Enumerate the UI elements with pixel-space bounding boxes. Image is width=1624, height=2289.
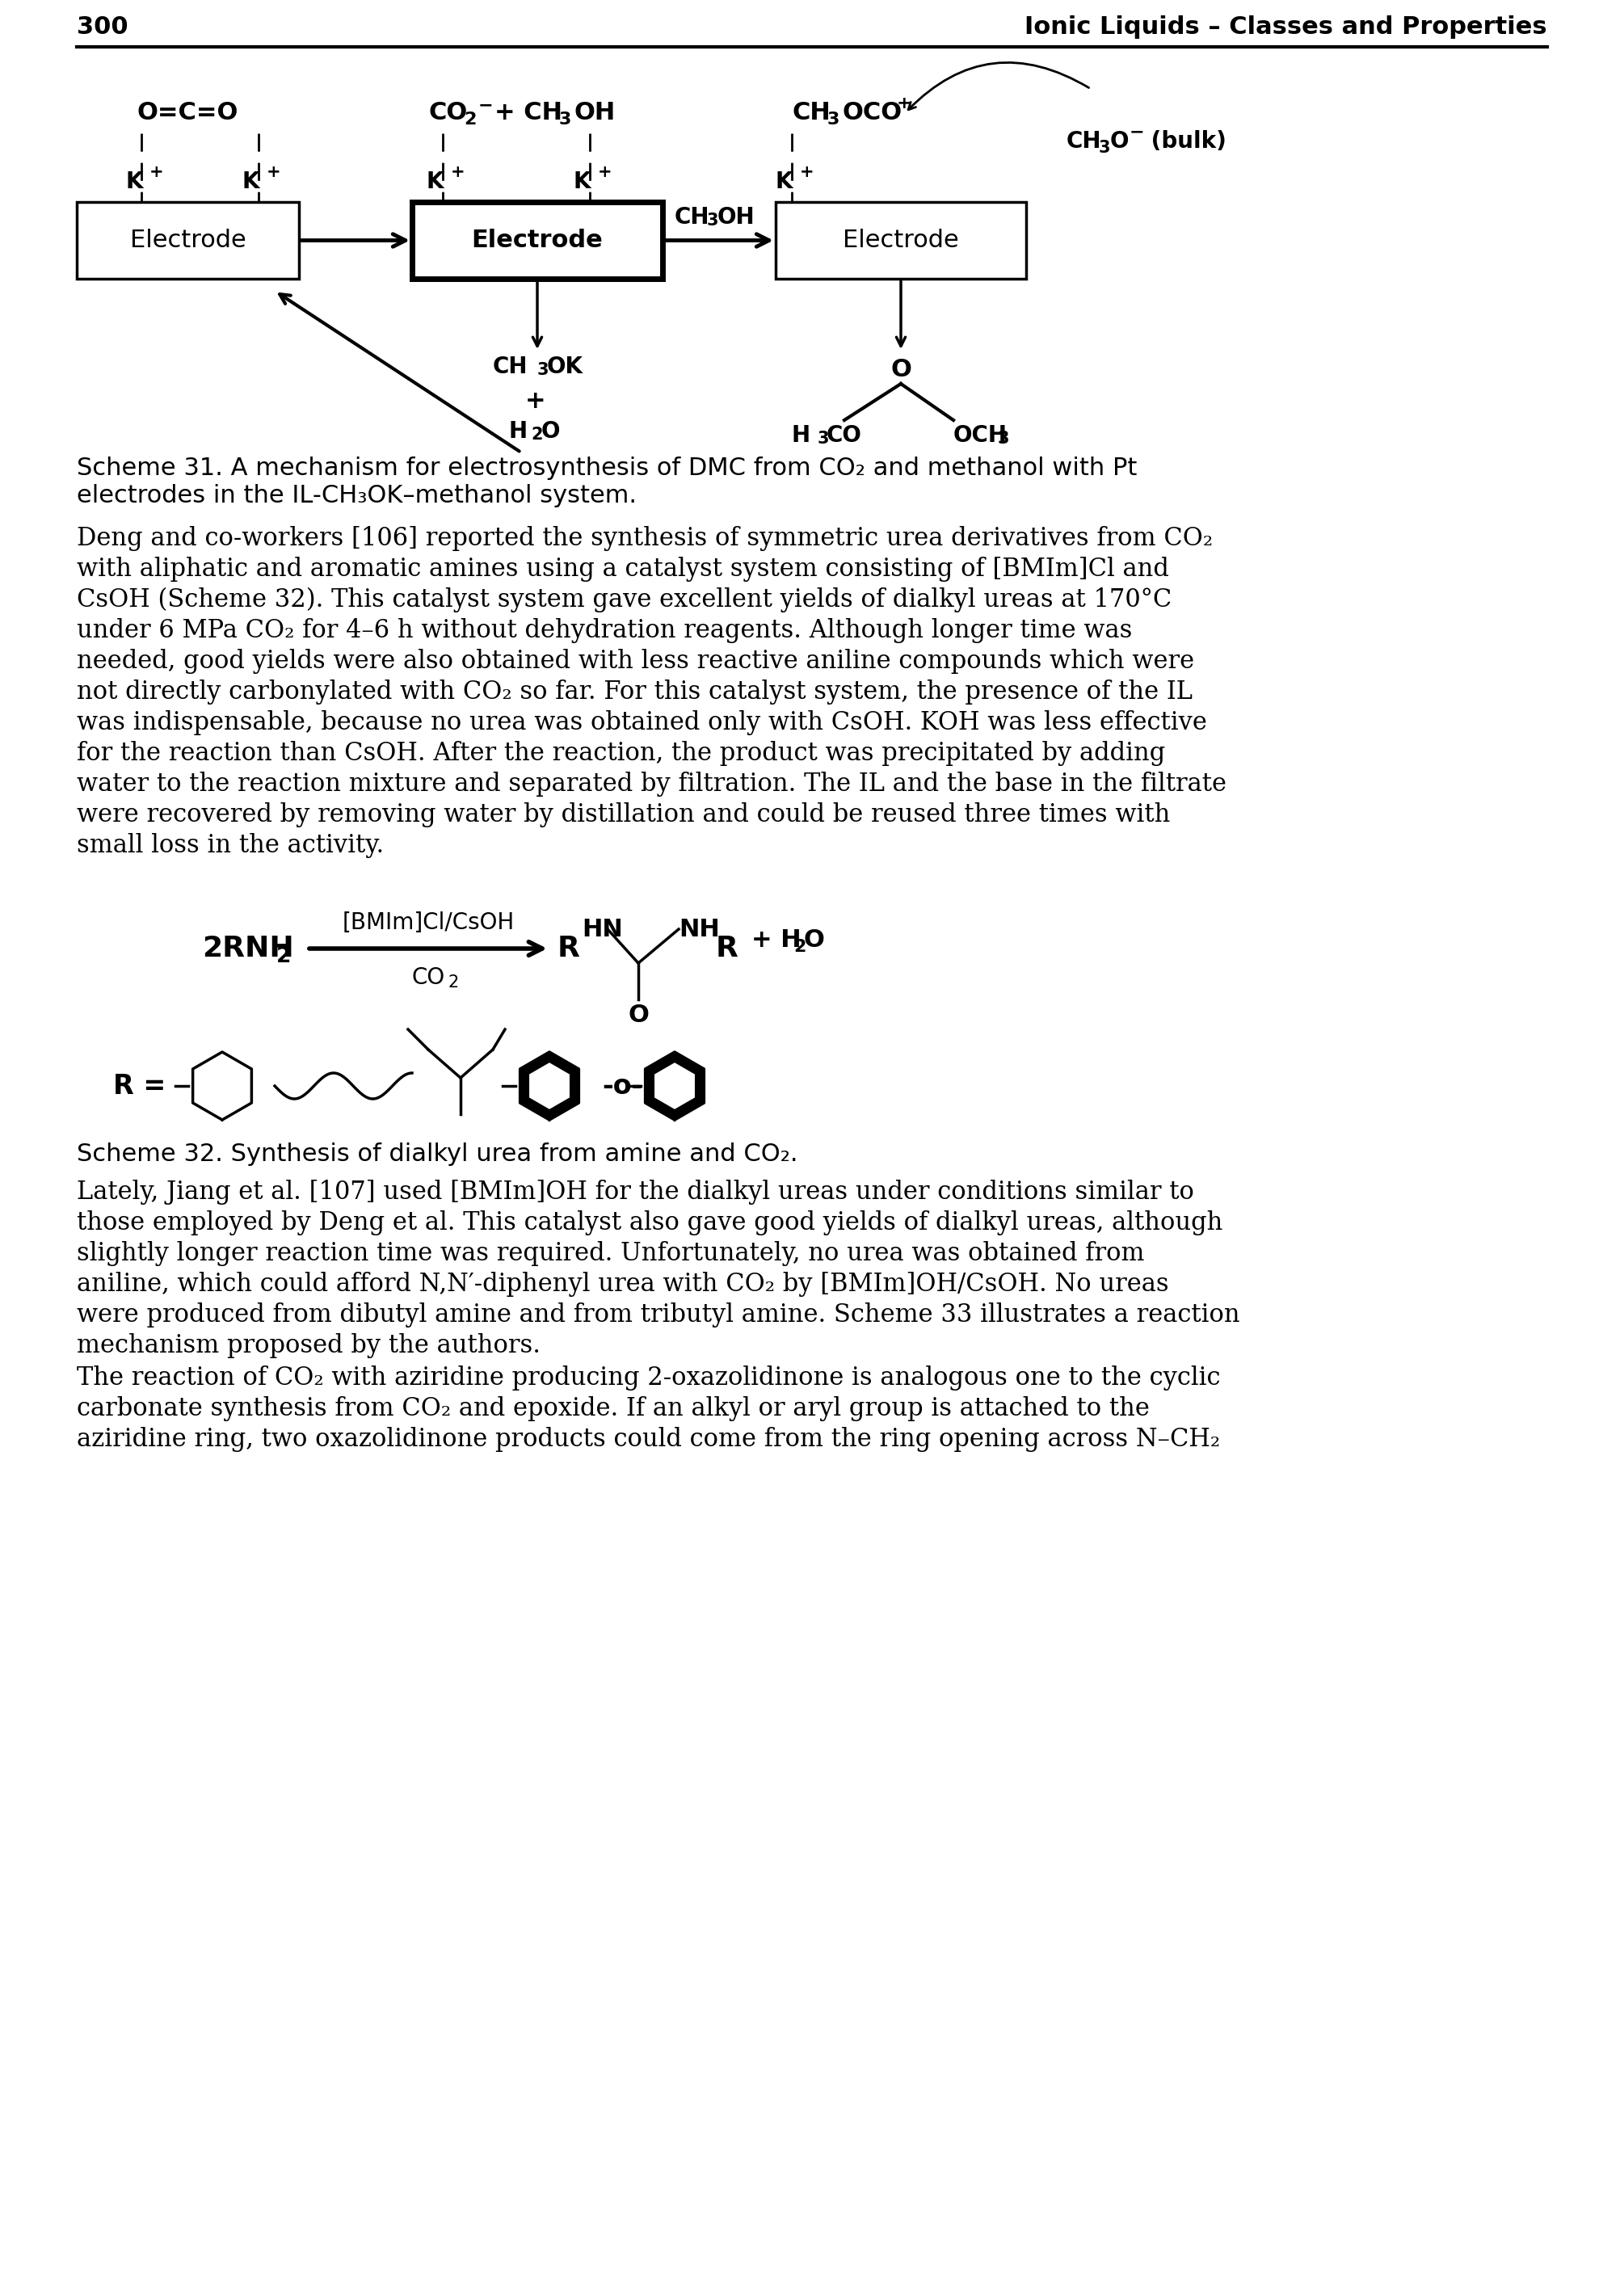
- Text: mechanism proposed by the authors.: mechanism proposed by the authors.: [76, 1332, 541, 1357]
- Text: O: O: [628, 1003, 648, 1028]
- Text: CH: CH: [1067, 130, 1101, 153]
- Text: The reaction of CO₂ with aziridine producing 2-oxazolidinone is analogous one to: The reaction of CO₂ with aziridine produ…: [76, 1367, 1220, 1389]
- Text: OK: OK: [547, 355, 583, 378]
- Text: 3: 3: [1099, 140, 1111, 156]
- Text: water to the reaction mixture and separated by filtration. The IL and the base i: water to the reaction mixture and separa…: [76, 771, 1226, 797]
- Text: R: R: [557, 934, 580, 961]
- Text: O: O: [1111, 130, 1129, 153]
- Text: K: K: [242, 169, 260, 192]
- Text: (bulk): (bulk): [1143, 130, 1226, 153]
- Text: +: +: [896, 96, 913, 112]
- Text: 2: 2: [448, 975, 460, 991]
- Text: aziridine ring, two oxazolidinone products could come from the ring opening acro: aziridine ring, two oxazolidinone produc…: [76, 1426, 1220, 1451]
- Text: carbonate synthesis from CO₂ and epoxide. If an alkyl or aryl group is attached : carbonate synthesis from CO₂ and epoxide…: [76, 1396, 1150, 1421]
- Text: +: +: [149, 165, 164, 181]
- Text: +: +: [598, 165, 612, 181]
- Text: Deng and co-workers [106] reported the synthesis of symmetric urea derivatives f: Deng and co-workers [106] reported the s…: [76, 526, 1213, 552]
- Text: 3: 3: [559, 112, 572, 128]
- Text: with aliphatic and aromatic amines using a catalyst system consisting of [BMIm]C: with aliphatic and aromatic amines using…: [76, 556, 1169, 581]
- Text: O: O: [890, 357, 911, 382]
- Text: O: O: [541, 421, 560, 442]
- Text: +: +: [525, 389, 546, 412]
- Text: [BMIm]Cl/CsOH: [BMIm]Cl/CsOH: [343, 911, 515, 934]
- Text: not directly carbonylated with CO₂ so far. For this catalyst system, the presenc: not directly carbonylated with CO₂ so fa…: [76, 680, 1192, 705]
- Text: was indispensable, because no urea was obtained only with CsOH. KOH was less eff: was indispensable, because no urea was o…: [76, 710, 1207, 735]
- Text: O=C=O: O=C=O: [136, 101, 239, 126]
- Text: NH: NH: [679, 918, 719, 941]
- Text: 2RNH: 2RNH: [201, 934, 294, 961]
- Text: + CH: + CH: [494, 101, 562, 126]
- Text: R: R: [716, 934, 739, 961]
- Text: OCO: OCO: [841, 101, 901, 126]
- Text: 3: 3: [997, 430, 1010, 446]
- Text: 2: 2: [276, 945, 291, 968]
- Text: for the reaction than CsOH. After the reaction, the product was precipitated by : for the reaction than CsOH. After the re…: [76, 742, 1166, 767]
- Text: +: +: [801, 165, 814, 181]
- Text: +: +: [266, 165, 281, 181]
- Text: were recovered by removing water by distillation and could be reused three times: were recovered by removing water by dist…: [76, 803, 1171, 826]
- Text: CsOH (Scheme 32). This catalyst system gave excellent yields of dialkyl ureas at: CsOH (Scheme 32). This catalyst system g…: [76, 588, 1173, 613]
- Text: OH: OH: [718, 206, 755, 229]
- Text: O: O: [804, 929, 825, 952]
- Text: Electrode: Electrode: [130, 229, 245, 252]
- Text: needed, good yields were also obtained with less reactive aniline compounds whic: needed, good yields were also obtained w…: [76, 648, 1194, 673]
- Text: CO: CO: [827, 423, 862, 446]
- Text: -o-: -o-: [603, 1074, 643, 1099]
- Text: under 6 MPa CO₂ for 4–6 h without dehydration reagents. Although longer time was: under 6 MPa CO₂ for 4–6 h without dehydr…: [76, 618, 1132, 643]
- Text: slightly longer reaction time was required. Unfortunately, no urea was obtained : slightly longer reaction time was requir…: [76, 1241, 1145, 1266]
- Text: 300: 300: [76, 16, 128, 39]
- Text: HN: HN: [581, 918, 622, 941]
- Text: H: H: [793, 423, 810, 446]
- Text: K: K: [427, 169, 443, 192]
- Text: those employed by Deng et al. This catalyst also gave good yields of dialkyl ure: those employed by Deng et al. This catal…: [76, 1211, 1223, 1236]
- Text: aniline, which could afford N,N′-diphenyl urea with CO₂ by [BMIm]OH/CsOH. No ure: aniline, which could afford N,N′-dipheny…: [76, 1273, 1169, 1298]
- Text: CH: CH: [793, 101, 830, 126]
- Text: Scheme 31. A mechanism for electrosynthesis of DMC from CO₂ and methanol with Pt: Scheme 31. A mechanism for electrosynthe…: [76, 456, 1137, 481]
- Text: 3: 3: [817, 430, 830, 446]
- Text: CO: CO: [429, 101, 468, 126]
- Polygon shape: [645, 1053, 705, 1119]
- Polygon shape: [654, 1064, 693, 1108]
- Text: −: −: [479, 96, 494, 112]
- Text: R =: R =: [114, 1074, 166, 1099]
- Text: electrodes in the IL-CH₃OK–methanol system.: electrodes in the IL-CH₃OK–methanol syst…: [76, 483, 637, 508]
- Text: 2: 2: [464, 112, 476, 128]
- Text: were produced from dibutyl amine and from tributyl amine. Scheme 33 illustrates : were produced from dibutyl amine and fro…: [76, 1302, 1239, 1328]
- Text: 2: 2: [531, 426, 542, 442]
- Bar: [776, 201, 1026, 279]
- Text: 3: 3: [706, 213, 719, 229]
- Polygon shape: [520, 1053, 578, 1119]
- Text: Scheme 32. Synthesis of dialkyl urea from amine and CO₂.: Scheme 32. Synthesis of dialkyl urea fro…: [76, 1142, 797, 1165]
- Text: Electrode: Electrode: [843, 229, 958, 252]
- Bar: [412, 201, 663, 279]
- Text: OH: OH: [573, 101, 615, 126]
- Text: −: −: [1130, 124, 1145, 140]
- Text: small loss in the activity.: small loss in the activity.: [76, 833, 383, 858]
- Text: K: K: [125, 169, 143, 192]
- Polygon shape: [529, 1064, 568, 1108]
- Text: +: +: [451, 165, 464, 181]
- Text: CO: CO: [411, 966, 445, 989]
- Text: CH: CH: [492, 355, 528, 378]
- Text: Electrode: Electrode: [471, 229, 603, 252]
- Text: 3: 3: [827, 112, 840, 128]
- Bar: [76, 201, 299, 279]
- Text: H: H: [508, 421, 528, 442]
- Text: 2: 2: [794, 938, 806, 955]
- Text: K: K: [573, 169, 591, 192]
- Text: Lately, Jiang et al. [107] used [BMIm]OH for the dialkyl ureas under conditions : Lately, Jiang et al. [107] used [BMIm]OH…: [76, 1179, 1194, 1204]
- Text: CH: CH: [674, 206, 710, 229]
- Text: Ionic Liquids – Classes and Properties: Ionic Liquids – Classes and Properties: [1025, 16, 1548, 39]
- Text: OCH: OCH: [953, 423, 1007, 446]
- Text: 3: 3: [538, 362, 549, 378]
- Text: K: K: [776, 169, 793, 192]
- Text: + H: + H: [752, 929, 801, 952]
